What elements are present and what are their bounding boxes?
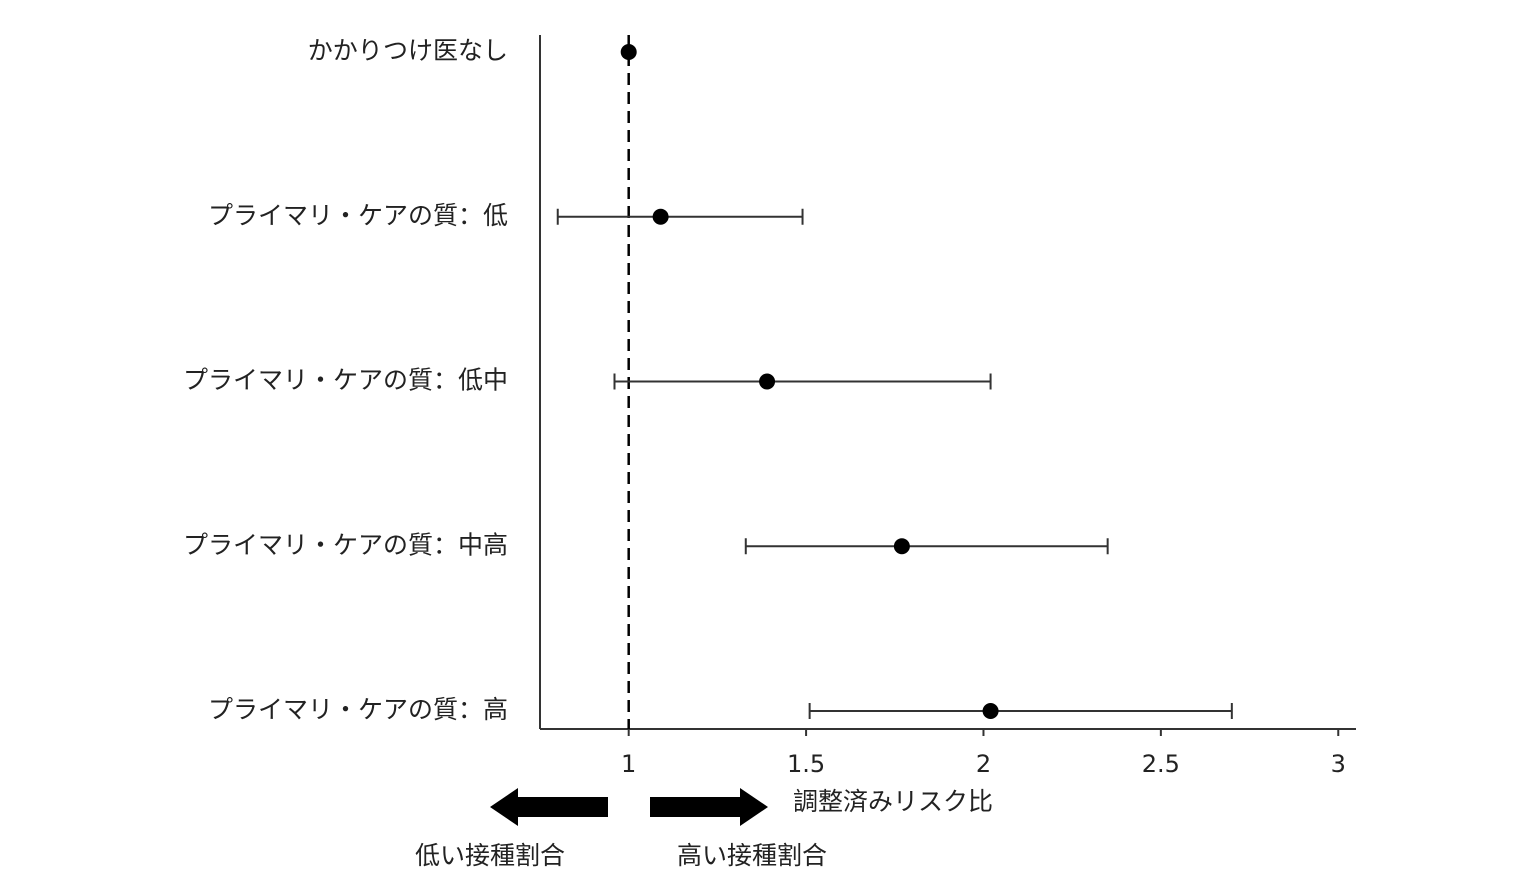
left-arrow	[490, 788, 608, 826]
y-tick-label: プライマリ・ケアの質：低	[208, 201, 508, 230]
y-tick-label: プライマリ・ケアの質：低中	[183, 366, 508, 395]
x-tick-label: 1	[621, 750, 636, 778]
point	[620, 44, 637, 60]
x-tick-label: 2.5	[1142, 750, 1180, 778]
left-arrow-label: 低い接種割合	[415, 841, 565, 870]
point	[893, 538, 910, 555]
y-tick-label: プライマリ・ケアの質：高	[208, 695, 508, 724]
point	[982, 703, 999, 719]
y-tick-label: かかりつけ医なし	[308, 36, 508, 65]
point	[652, 208, 669, 225]
x-tick-label: 2	[976, 750, 991, 778]
right-arrow-label: 高い接種割合	[677, 841, 827, 870]
y-tick-label: プライマリ・ケアの質：中高	[183, 530, 508, 559]
right-arrow	[650, 788, 768, 826]
x-tick-label: 3	[1331, 750, 1346, 778]
point	[759, 373, 776, 390]
x-axis-label: 調整済みリスク比	[793, 787, 993, 816]
x-tick-label: 1.5	[787, 750, 825, 778]
